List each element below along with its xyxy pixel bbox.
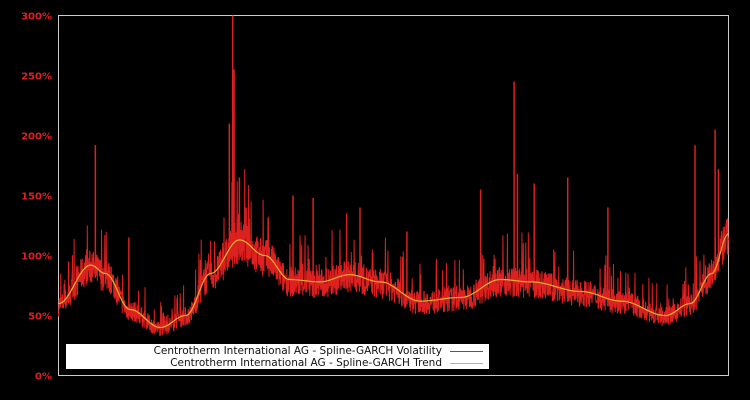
trend-series-line — [58, 233, 729, 329]
y-tick-label: 100% — [21, 252, 52, 263]
legend-swatch-volatility — [450, 350, 483, 352]
y-tick-label: 200% — [21, 132, 52, 143]
y-tick-label: 0% — [35, 372, 52, 383]
legend-swatch-trend — [450, 362, 483, 364]
y-tick-label: 50% — [28, 312, 52, 323]
y-tick-label: 150% — [21, 192, 52, 203]
legend-label-volatility: Centrotherm International AG - Spline-GA… — [153, 345, 442, 357]
y-tick-label: 250% — [21, 72, 52, 83]
legend: Centrotherm International AG - Spline-GA… — [66, 344, 489, 369]
legend-label-trend: Centrotherm International AG - Spline-GA… — [170, 357, 442, 369]
plot-area — [58, 15, 729, 376]
y-tick-label: 300% — [21, 12, 52, 23]
volatility-spikes — [67, 15, 720, 316]
legend-item-volatility: Centrotherm International AG - Spline-GA… — [154, 345, 483, 357]
y-axis-ticks: 0% 50% 100% 150% 200% 250% 300% — [21, 12, 52, 383]
legend-item-trend: Centrotherm International AG - Spline-GA… — [170, 357, 483, 369]
volatility-series-line — [58, 168, 729, 337]
